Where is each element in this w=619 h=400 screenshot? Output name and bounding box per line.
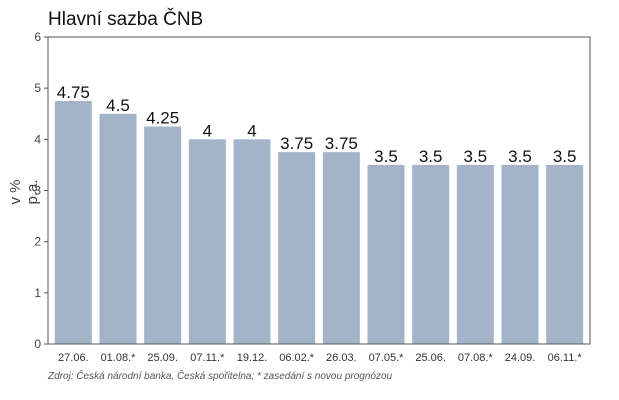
x-tick-label: 07.05.* [369,352,405,364]
x-tick-label: 24.09. [505,352,536,364]
x-tick-label: 25.06. [415,352,446,364]
bar [501,164,539,344]
x-tick-label: 06.02.* [279,352,315,364]
data-label: 4.25 [146,109,179,128]
bar [546,164,584,344]
data-label: 4.5 [106,96,130,115]
data-label: 4 [247,121,256,140]
y-axis-ticks: 0 1 2 3 4 5 6 [34,30,48,351]
x-axis-ticks: 27.06. 01.08.* 25.09. 07.11.* 19.12. 06.02.* 2… [58,352,582,364]
bar [54,100,92,344]
data-label: 3.5 [464,147,488,166]
value-labels: 4.75 4.5 4.25 4 4 3.75 3.75 3.5 3.5 3.5 3.5 3.5 [57,83,577,166]
y-tick-label: 6 [34,30,41,44]
bar [144,126,182,345]
data-label: 4.75 [57,83,90,102]
data-label: 3.5 [419,147,443,166]
source-note: Zdroj: Česká národní banka, Česká spořit… [48,371,393,382]
y-tick-label: 5 [34,81,41,95]
data-label: 3.5 [374,147,398,166]
data-label: 3.75 [325,134,358,153]
y-tick-label: 3 [34,184,41,198]
x-tick-label: 27.06. [58,352,89,364]
x-tick-label: 19.12. [237,352,268,364]
data-label: 3.5 [508,147,532,166]
x-tick-label: 07.08.* [458,352,494,364]
x-tick-label: 07.11.* [190,352,225,364]
bar [278,152,316,344]
bar [456,164,494,344]
y-tick-label: 0 [34,337,41,351]
data-label: 3.75 [280,134,313,153]
plot-frame [47,36,591,345]
x-tick-label: 26.03. [326,352,357,364]
data-label: 4 [203,121,212,140]
chart-title: Hlavní sazba ČNB [48,9,204,30]
bar [322,152,360,344]
bar [99,113,137,344]
y-tick-label: 1 [34,286,41,300]
x-tick-label: 25.09. [147,352,178,364]
bars [54,100,584,345]
y-tick-label: 4 [34,132,41,146]
y-tick-label: 2 [34,235,41,249]
bar [188,139,226,344]
x-tick-label: 01.08.* [101,352,137,364]
bar [412,164,450,344]
bar [233,139,271,344]
x-tick-label: 06.11.* [548,352,583,364]
data-label: 3.5 [553,147,577,166]
bar [367,164,405,344]
